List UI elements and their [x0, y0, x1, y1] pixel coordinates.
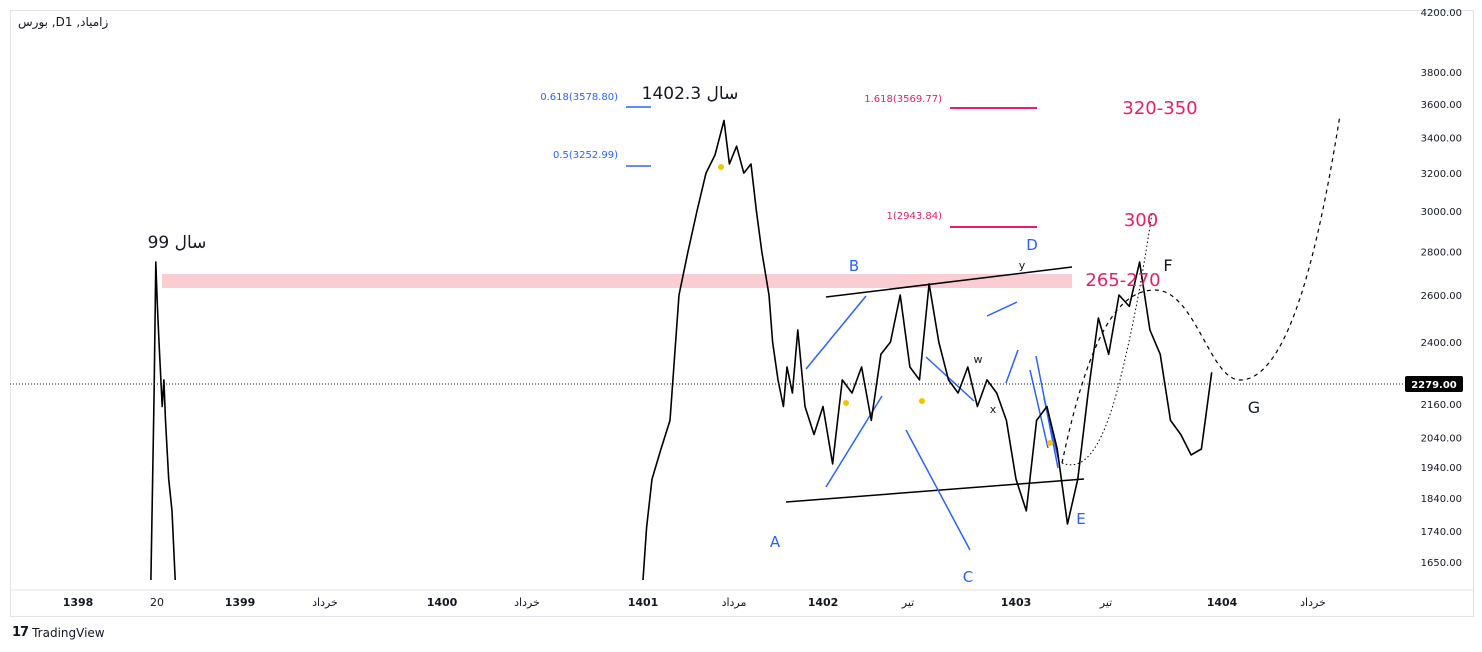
y-tick-label: 3200.00: [1421, 169, 1462, 180]
year99-label: سال 99: [148, 233, 207, 253]
year1402-label: سال 1402.3: [642, 84, 739, 104]
fib-05-label: 0.5(3252.99): [553, 150, 618, 161]
footer-brand: TradingView: [32, 625, 105, 640]
projection-dashed: [1061, 114, 1341, 464]
y-tick-label: 2400.00: [1421, 338, 1462, 349]
event-marker: [843, 400, 849, 406]
x-tick-label: 20: [150, 596, 164, 609]
y-tick-label: 2800.00: [1421, 247, 1462, 258]
y-tick-label: 1940.00: [1421, 463, 1462, 474]
x-tick-label: مرداد: [722, 596, 747, 609]
wave-label-x: x: [990, 403, 997, 416]
event-markers: [718, 164, 1053, 446]
target-265-270-label: 265-270: [1085, 270, 1160, 291]
footer: 17 TradingView: [12, 625, 105, 640]
y-axis: 1650.00 1740.00 1840.00 1940.00 2040.00 2160.…: [1421, 8, 1462, 569]
wave-segment: [805, 295, 867, 370]
last-price-label: 2279.00: [1411, 380, 1457, 391]
y-tick-label: 1840.00: [1421, 494, 1462, 505]
wave-label-D: D: [1026, 236, 1038, 254]
wave-segment: [1043, 397, 1060, 463]
x-tick-label: 1399: [225, 596, 256, 609]
y-tick-label: 1740.00: [1421, 527, 1462, 538]
y-tick-label: 1650.00: [1421, 558, 1462, 569]
chart-frame: [10, 10, 1474, 617]
x-tick-label: 1400: [427, 596, 458, 609]
last-price-tag: [1405, 376, 1463, 392]
wave-label-C: C: [963, 568, 973, 586]
y-tick-label: 3600.00: [1421, 100, 1462, 111]
fib-1618-label: 1.618(3569.77): [864, 94, 942, 105]
y-tick-label: 4200.00: [1421, 8, 1462, 19]
x-tick-label: 1403: [1001, 596, 1032, 609]
wave-label-G: G: [1248, 398, 1260, 417]
event-marker: [919, 398, 925, 404]
fib-0618-label: 0.618(3578.80): [540, 92, 618, 103]
y-tick-label: 2160.00: [1421, 400, 1462, 411]
wave-label-w: w: [974, 353, 983, 366]
x-tick-label: 1402: [808, 596, 839, 609]
x-tick-label: خرداد: [514, 596, 540, 609]
event-marker: [1047, 440, 1053, 446]
x-tick-label: 1398: [63, 596, 94, 609]
resistance-zone: [162, 274, 1072, 288]
target-320-350-label: 320-350: [1122, 98, 1197, 119]
wave-label-A: A: [770, 533, 781, 551]
tradingview-logo-icon: 17: [12, 625, 29, 640]
x-tick-label: تیر: [1099, 596, 1112, 609]
y-tick-label: 3000.00: [1421, 207, 1462, 218]
y-tick-label: 2040.00: [1421, 433, 1462, 444]
wave-segment: [925, 356, 975, 402]
x-tick-label: تیر: [901, 596, 914, 609]
projection-dotted: [1061, 212, 1153, 466]
wave-label-B: B: [849, 257, 859, 275]
x-tick-label: 1404: [1207, 596, 1238, 609]
y-tick-label: 3800.00: [1421, 68, 1462, 79]
lower-trendline: [785, 478, 1085, 503]
x-tick-label: 1401: [628, 596, 659, 609]
fib-1-label: 1(2943.84): [886, 211, 942, 222]
symbol-title: بورس ,Dزامیاد, 1: [18, 15, 109, 29]
event-marker: [718, 164, 724, 170]
wave-label-F: F: [1163, 256, 1172, 275]
y-tick-label: 2600.00: [1421, 291, 1462, 302]
wave-segment: [905, 429, 971, 551]
wave-segment: [1029, 369, 1049, 449]
price-line: [150, 119, 1213, 581]
wave-segment: [1005, 349, 1019, 384]
upper-trendline: [825, 266, 1073, 298]
wave-label-E: E: [1076, 510, 1085, 528]
wave-label-y: y: [1019, 259, 1026, 272]
wave-segment: [986, 301, 1018, 317]
wave-segments: [805, 295, 1060, 551]
target-300-label: 300: [1124, 210, 1158, 231]
y-tick-label: 3400.00: [1421, 133, 1462, 144]
x-axis: 1398 20 1399 خرداد 1400 خرداد 1401 مرداد 1402 تیر…: [10, 589, 1474, 609]
x-tick-label: خرداد: [1300, 596, 1326, 609]
x-tick-label: خرداد: [312, 596, 338, 609]
